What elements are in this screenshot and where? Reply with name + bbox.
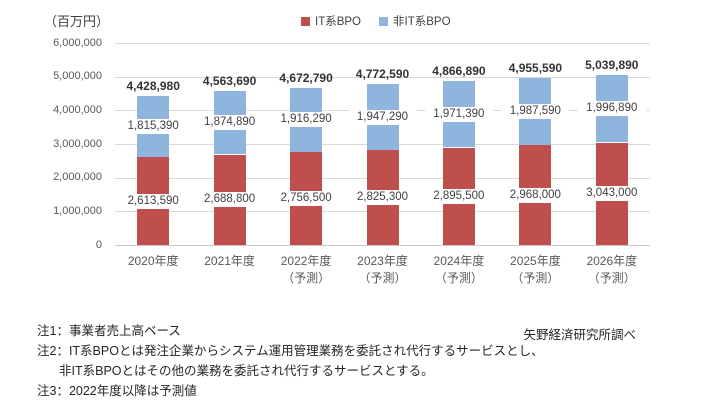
legend-label-it-bpo: IT系BPO — [315, 16, 362, 28]
legend-item-non-it-bpo: 非IT系BPO — [379, 13, 451, 29]
note-2: 注2：IT系BPOとは発注企業からシステム運用管理業務を委託され代行するサービス… — [37, 344, 544, 358]
segment-value-label-non-it-bpo: 1,874,890 — [195, 115, 264, 131]
bar-total-label: 4,563,690 — [202, 74, 257, 89]
bar-total-label: 4,428,980 — [126, 78, 180, 93]
note-1: 注1：事業者売上高ベース — [37, 324, 181, 338]
y-axis-tick-label: 4,000,000 — [53, 103, 102, 116]
bar-total-label: 4,672,790 — [279, 70, 333, 85]
segment-value-label-non-it-bpo: 1,815,390 — [119, 119, 188, 134]
segment-value-label-it-bpo: 2,688,800 — [195, 192, 264, 208]
legend: IT系BPO 非IT系BPO — [301, 13, 451, 29]
y-axis-unit-label: （百万円） — [44, 14, 110, 29]
x-axis-label: 2025年度 （予測） — [510, 254, 561, 285]
source-credit: 矢野経済研究所調べ — [523, 328, 636, 342]
note-3: 注3：2022年度以降は予測値 — [37, 384, 197, 398]
y-axis-tick-label: 3,000,000 — [53, 137, 102, 150]
legend-label-non-it-bpo: 非IT系BPO — [393, 16, 451, 28]
x-axis-label: 2021年度 — [204, 254, 255, 268]
y-axis-tick-label: 0 — [95, 238, 102, 251]
gridline — [115, 43, 650, 44]
bar-total-label: 4,955,590 — [508, 61, 563, 76]
bar-total-label: 4,866,890 — [432, 64, 486, 79]
x-axis-label: 2020年度 — [127, 254, 179, 268]
legend-swatch-non-it-bpo-icon — [379, 16, 389, 26]
y-axis-tick-label: 5,000,000 — [53, 70, 102, 83]
segment-value-label-it-bpo: 2,613,590 — [119, 193, 188, 209]
gridline — [115, 245, 650, 246]
y-axis-tick-label: 1,000,000 — [53, 204, 102, 217]
bar-total-label: 5,039,890 — [585, 58, 639, 73]
notes-block: 注1：事業者売上高ベース 注2：IT系BPOとは発注企業からシステム運用管理業務… — [37, 321, 544, 401]
note-2-continued: 非IT系BPOとはその他の業務を委託され代行するサービスとする。 — [59, 364, 434, 378]
segment-value-label-it-bpo: 2,968,000 — [501, 187, 570, 203]
segment-value-label-it-bpo: 3,043,000 — [577, 186, 646, 202]
y-axis-tick-label: 2,000,000 — [53, 171, 102, 184]
x-axis-label: 2022年度 （予測） — [280, 254, 332, 285]
segment-value-label-non-it-bpo: 1,916,290 — [272, 112, 341, 128]
segment-value-label-it-bpo: 2,825,300 — [348, 189, 417, 205]
legend-swatch-it-bpo-icon — [301, 16, 310, 26]
segment-value-label-it-bpo: 2,895,500 — [424, 188, 493, 204]
legend-item-it-bpo: IT系BPO — [301, 13, 361, 29]
gridline — [115, 76, 650, 78]
x-axis-label: 2026年度 （予測） — [586, 254, 638, 285]
bar-total-label: 4,772,590 — [355, 67, 410, 82]
segment-value-label-it-bpo: 2,756,500 — [272, 191, 341, 207]
x-axis-label: 2023年度 （予測） — [357, 254, 408, 285]
segment-value-label-non-it-bpo: 1,971,390 — [424, 106, 493, 122]
segment-value-label-non-it-bpo: 1,947,290 — [348, 109, 417, 125]
segment-value-label-non-it-bpo: 1,996,890 — [577, 101, 646, 117]
y-axis-tick-label: 6,000,000 — [53, 36, 102, 49]
x-axis-label: 2024年度 （予測） — [433, 254, 485, 285]
segment-value-label-non-it-bpo: 1,987,590 — [501, 104, 570, 120]
